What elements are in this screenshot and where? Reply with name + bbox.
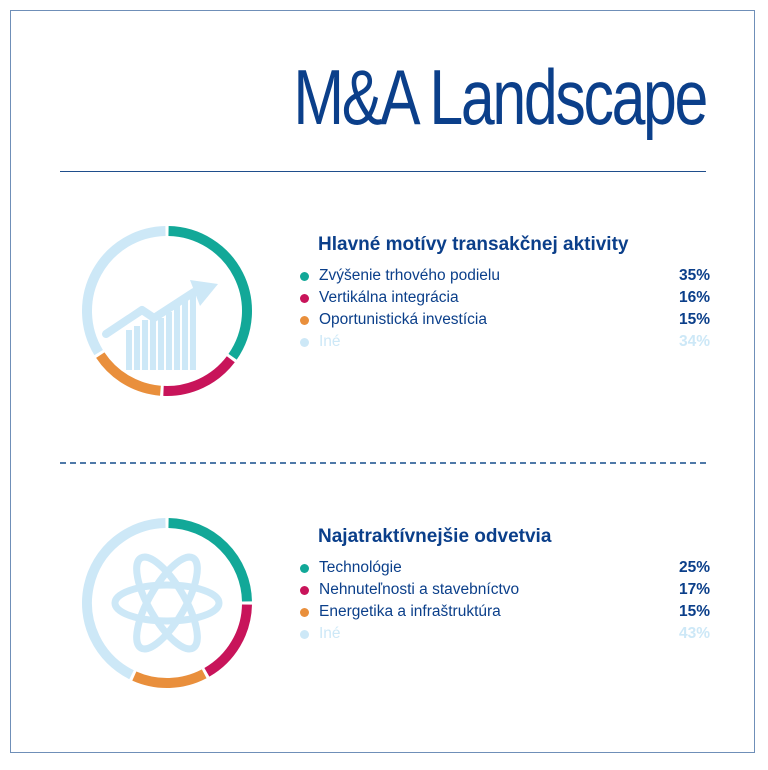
legend-label: Nehnuteľnosti a stavebníctvo	[319, 581, 520, 598]
legend-item-other: Iné 34%	[300, 331, 710, 353]
sectors-donut-chart	[81, 518, 252, 688]
legend-label: Zvýšenie trhového podielu	[319, 267, 500, 284]
motives-panel: Hlavné motívy transakčnej aktivity Zvýše…	[300, 233, 710, 353]
legend-dot-icon	[300, 271, 309, 281]
motives-legend: Zvýšenie trhového podielu 35% Vertikálna i…	[300, 265, 710, 353]
legend-item-real-estate-construction: Nehnuteľnosti a stavebníctvo 17%	[300, 579, 710, 601]
legend-percentage: 43%	[678, 625, 710, 642]
legend-label: Oportunistická investícia	[319, 311, 487, 328]
legend-label: Technológie	[319, 559, 402, 576]
legend-item-energy-infrastructure: Energetika a infraštruktúra 15%	[300, 601, 710, 623]
title-divider	[60, 171, 706, 172]
growth-bar-chart-icon	[102, 280, 218, 370]
page-title: M&A Landscape	[293, 53, 708, 141]
donut-slice-real-estate-construction	[204, 604, 252, 677]
legend-item-vertical-integration: Vertikálna integrácia 16%	[300, 287, 710, 309]
legend-label: Iné	[319, 333, 341, 350]
section-divider	[60, 462, 706, 464]
donut-slice-other	[81, 518, 166, 680]
donut-slice-opportunistic-investment	[96, 352, 162, 396]
legend-item-technology: Technológie 25%	[300, 557, 710, 579]
legend-item-market-share: Zvýšenie trhového podielu 35%	[300, 265, 710, 287]
motives-donut-chart	[81, 226, 252, 396]
legend-dot-icon	[300, 585, 309, 595]
sectors-legend: Technológie 25% Nehnuteľnosti a stavebníct…	[300, 557, 710, 645]
donut-slice-technology	[168, 518, 252, 602]
legend-percentage: 17%	[678, 581, 710, 598]
donut-slice-vertical-integration	[163, 356, 235, 396]
legend-item-other: Iné 43%	[300, 623, 710, 645]
legend-percentage: 34%	[678, 333, 710, 350]
sectors-heading: Najatraktívnejšie odvetvia	[318, 526, 552, 547]
legend-label: Vertikálna integrácia	[319, 289, 459, 306]
legend-percentage: 15%	[678, 311, 710, 328]
motives-heading: Hlavné motívy transakčnej aktivity	[318, 234, 629, 255]
donut-slice-other	[81, 226, 166, 356]
legend-dot-icon	[300, 607, 309, 617]
sectors-panel: Najatraktívnejšie odvetvia Technológie 25…	[300, 525, 710, 645]
legend-label: Iné	[319, 625, 341, 642]
donut-slice-market-share	[168, 226, 252, 360]
atom-icon	[111, 553, 223, 653]
legend-dot-icon	[300, 563, 309, 573]
legend-label: Energetika a infraštruktúra	[319, 603, 501, 620]
legend-dot-icon	[300, 629, 309, 639]
legend-item-opportunistic-investment: Oportunistická investícia 15%	[300, 309, 710, 331]
legend-percentage: 35%	[678, 267, 710, 284]
donut-slice-energy-infrastructure	[132, 669, 207, 688]
legend-percentage: 16%	[678, 289, 710, 306]
legend-dot-icon	[300, 337, 309, 347]
infographic-frame	[10, 10, 755, 753]
legend-percentage: 25%	[678, 559, 710, 576]
legend-dot-icon	[300, 315, 309, 325]
legend-dot-icon	[300, 293, 309, 303]
legend-percentage: 15%	[678, 603, 710, 620]
